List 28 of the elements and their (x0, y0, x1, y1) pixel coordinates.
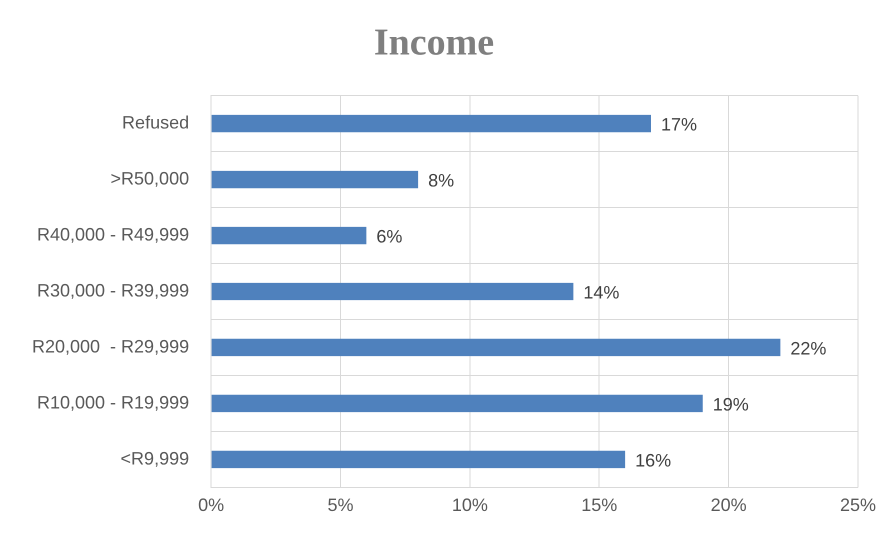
x-tick-label: 10% (452, 495, 488, 516)
x-tick-label: 0% (198, 495, 224, 516)
y-tick-label: R30,000 - R39,999 (36, 280, 190, 300)
x-tick-label: 5% (327, 495, 354, 516)
x-tick-label: 15% (581, 495, 618, 516)
y-tick-label: >R50,000 (110, 168, 190, 189)
y-tick-label: R10,000 - R19,999 (36, 392, 190, 412)
data-label: 14% (583, 282, 620, 302)
bar (212, 338, 780, 356)
y-tick-label: Refused (122, 112, 190, 133)
data-label: 22% (790, 338, 826, 358)
bar (212, 226, 366, 244)
bar (212, 282, 574, 300)
data-label: 8% (428, 170, 454, 191)
bar (212, 114, 651, 132)
y-tick-label: R20,000 - R29,999 (32, 336, 190, 356)
data-label: 6% (376, 226, 402, 246)
y-tick-label: <R9,999 (120, 448, 190, 468)
data-label: 19% (712, 394, 749, 414)
bar (212, 394, 703, 412)
bar (212, 170, 418, 188)
x-tick-label: 25% (840, 495, 876, 516)
bar (212, 450, 626, 468)
data-label: 16% (635, 450, 672, 470)
y-tick-label: R40,000 - R49,999 (36, 224, 190, 244)
chart-title: Income (374, 22, 494, 64)
x-tick-label: 20% (710, 495, 747, 516)
data-label: 17% (660, 114, 698, 135)
